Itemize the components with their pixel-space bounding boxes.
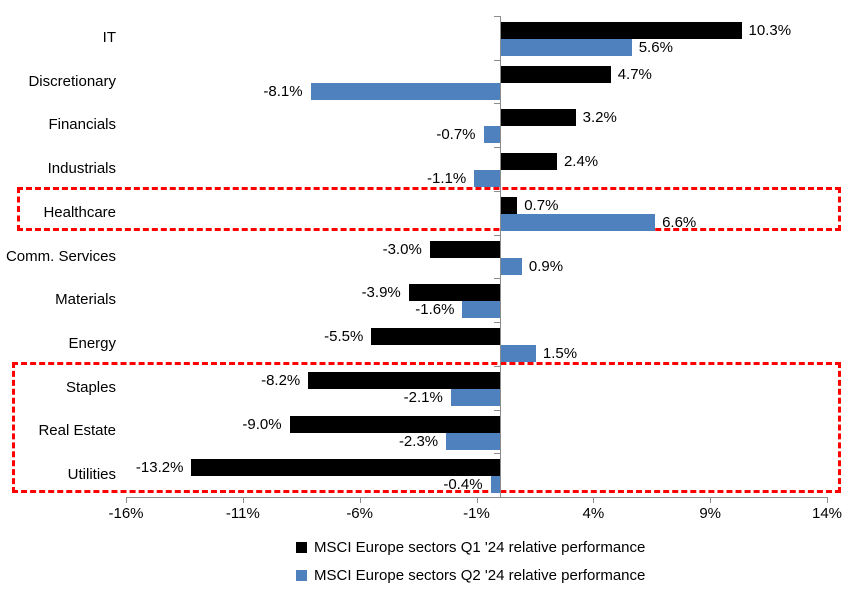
category-label: IT <box>102 28 116 46</box>
value-label: -2.3% <box>398 432 439 450</box>
x-tick-mark <box>359 497 361 503</box>
category-label: Staples <box>65 378 116 396</box>
category-label: Discretionary <box>28 72 116 90</box>
x-tick-mark <box>476 497 478 503</box>
y-tick-mark <box>493 453 501 455</box>
category-label: Energy <box>68 334 116 352</box>
bar-q2 <box>500 213 656 231</box>
y-tick-mark <box>493 190 501 192</box>
x-tick-label: -6% <box>346 505 373 522</box>
value-label: 6.6% <box>662 213 697 231</box>
y-tick-mark <box>493 322 501 324</box>
value-label: -13.2% <box>135 459 184 477</box>
legend-label-q1: MSCI Europe sectors Q1 '24 relative perf… <box>314 538 646 556</box>
bar-q2 <box>462 301 500 319</box>
bar-q2 <box>483 126 500 144</box>
value-label: 0.7% <box>524 196 559 214</box>
category-label: Healthcare <box>43 203 116 221</box>
bar-q1 <box>500 196 518 214</box>
bar-q1 <box>289 415 500 433</box>
value-label: -0.4% <box>443 476 483 494</box>
value-label: 2.4% <box>563 153 599 171</box>
bar-q1 <box>429 240 500 258</box>
y-tick-mark <box>493 409 501 411</box>
bar-q1 <box>500 22 742 39</box>
legend-label-q2: MSCI Europe sectors Q2 '24 relative perf… <box>314 566 646 584</box>
value-label: -3.0% <box>382 240 422 258</box>
value-label: -8.1% <box>263 82 303 100</box>
bar-q2 <box>310 82 500 100</box>
value-label: -3.9% <box>361 284 401 302</box>
legend: MSCI Europe sectors Q1 '24 relative perf… <box>296 537 645 593</box>
category-label: Comm. Services <box>5 247 116 265</box>
x-tick-mark <box>593 497 595 503</box>
bar-q1 <box>500 65 611 83</box>
value-label: -0.7% <box>436 126 476 144</box>
value-label: 3.2% <box>582 109 617 127</box>
legend-item-q2: MSCI Europe sectors Q2 '24 relative perf… <box>296 565 645 585</box>
category-label: Real Estate <box>38 422 116 440</box>
x-tick-mark <box>126 497 127 503</box>
value-label: 1.5% <box>542 345 578 363</box>
value-label: -1.1% <box>426 170 467 188</box>
value-label: -2.1% <box>403 388 443 406</box>
y-tick-mark <box>493 59 501 61</box>
category-label: Industrials <box>47 160 116 178</box>
value-label: -1.6% <box>415 301 455 319</box>
bar-q1 <box>500 109 576 127</box>
legend-swatch-q1-icon <box>296 541 307 553</box>
x-tick-label: -1% <box>463 505 490 522</box>
x-tick-mark <box>242 497 244 503</box>
x-tick-label: 14% <box>811 505 843 522</box>
bar-q1 <box>500 153 557 171</box>
value-label: -8.2% <box>261 371 301 389</box>
y-tick-mark <box>493 16 501 17</box>
y-tick-mark <box>493 365 501 367</box>
y-tick-mark <box>493 147 501 149</box>
x-tick-label: 4% <box>582 505 605 522</box>
category-label: Financials <box>48 116 116 134</box>
value-label: -9.0% <box>242 415 282 433</box>
x-tick-mark <box>710 497 712 503</box>
bar-q2 <box>446 432 500 450</box>
bar-q1 <box>408 284 500 302</box>
y-tick-mark <box>493 278 501 280</box>
y-tick-mark <box>493 234 501 236</box>
bar-q2 <box>500 257 522 275</box>
category-label: Utilities <box>67 466 116 484</box>
bar-q1 <box>191 459 500 477</box>
bar-q2 <box>450 388 500 406</box>
bar-q1 <box>308 371 500 389</box>
legend-item-q1: MSCI Europe sectors Q1 '24 relative perf… <box>296 537 645 557</box>
bar-q2 <box>500 39 632 56</box>
value-label: -5.5% <box>324 328 364 346</box>
x-tick-label: 9% <box>699 505 721 522</box>
y-tick-mark <box>493 497 501 498</box>
x-tick-label: -11% <box>225 505 260 522</box>
value-label: 5.6% <box>638 39 673 56</box>
value-label: 10.3% <box>748 22 792 39</box>
value-label: 0.9% <box>528 257 564 275</box>
legend-swatch-q2-icon <box>296 569 307 581</box>
bar-q2 <box>490 476 500 494</box>
highlight-box <box>17 186 841 231</box>
bar-q1 <box>371 328 500 346</box>
y-tick-mark <box>493 103 501 105</box>
x-tick-label: -16% <box>108 505 144 522</box>
bar-q2 <box>474 170 500 188</box>
x-tick-mark <box>827 497 828 503</box>
bar-q2 <box>500 345 536 363</box>
value-label: 4.7% <box>617 65 652 83</box>
y-axis-line <box>499 16 501 497</box>
category-label: Materials <box>55 291 116 309</box>
